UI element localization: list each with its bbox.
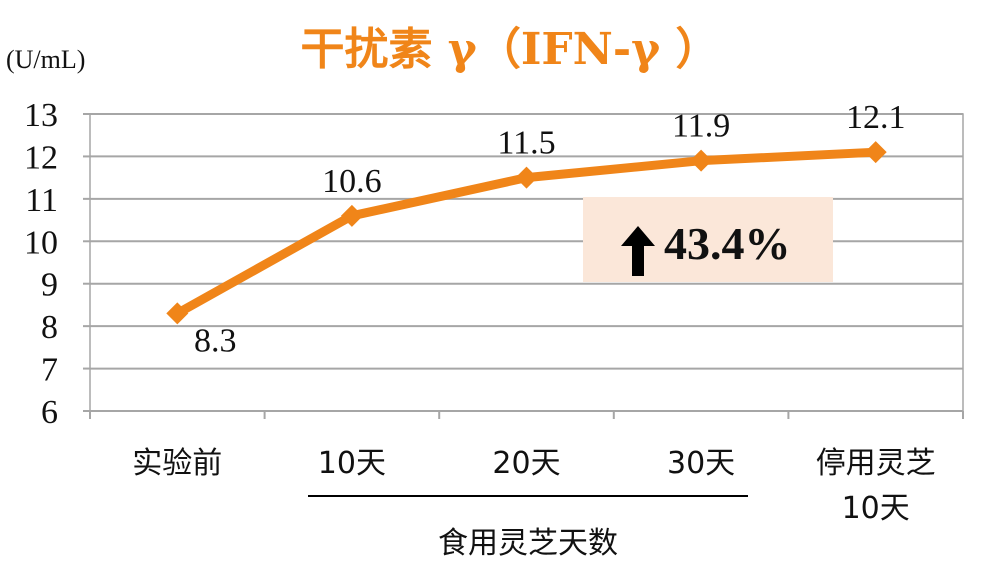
- data-label: 12.1: [846, 99, 906, 136]
- data-point-marker: [166, 302, 189, 325]
- x-tick-label: 实验前: [132, 446, 222, 481]
- callout-percent: 43.4%: [664, 218, 791, 269]
- x-tick-label: 10天: [318, 446, 386, 481]
- y-tick-label: 12: [24, 139, 58, 176]
- series-line: [166, 141, 887, 325]
- y-tick-label: 10: [24, 224, 58, 261]
- x-tick-label: 停用灵芝: [816, 446, 936, 481]
- y-tick-label: 11: [25, 182, 58, 219]
- data-label: 11.9: [672, 108, 730, 145]
- data-point-marker: [864, 141, 887, 164]
- x-tick-label: 30天: [667, 446, 735, 481]
- x-tick-label: 20天: [492, 446, 560, 481]
- data-labels: 8.3 10.6 11.5 11.9 12.1: [194, 99, 905, 359]
- y-axis-unit: (U/mL): [6, 45, 85, 74]
- y-tick-label: 7: [41, 352, 58, 389]
- data-label: 8.3: [194, 322, 237, 359]
- chart-title: 干扰素 γ（IFN-γ ）: [300, 24, 719, 75]
- callout-box: [583, 197, 833, 282]
- data-point-marker: [690, 149, 713, 172]
- y-tick-label: 9: [41, 267, 58, 304]
- y-axis-ticks: 6 7 8 9 10 11 12 13: [24, 97, 90, 431]
- y-tick-label: 13: [24, 97, 58, 134]
- increase-callout: 43.4%: [583, 197, 833, 282]
- data-label: 11.5: [497, 125, 555, 162]
- data-point-marker: [340, 204, 363, 227]
- up-arrow-icon: [621, 226, 655, 276]
- group-label: 食用灵芝天数: [438, 526, 618, 561]
- data-label: 10.6: [322, 163, 382, 200]
- y-tick-label: 8: [41, 309, 58, 346]
- y-tick-label: 6: [41, 394, 58, 431]
- x-axis-ticks: 实验前 10天 20天 30天 停用灵芝 10天: [89, 411, 964, 526]
- x-tick-label: 10天: [842, 491, 910, 526]
- data-point-marker: [515, 166, 538, 189]
